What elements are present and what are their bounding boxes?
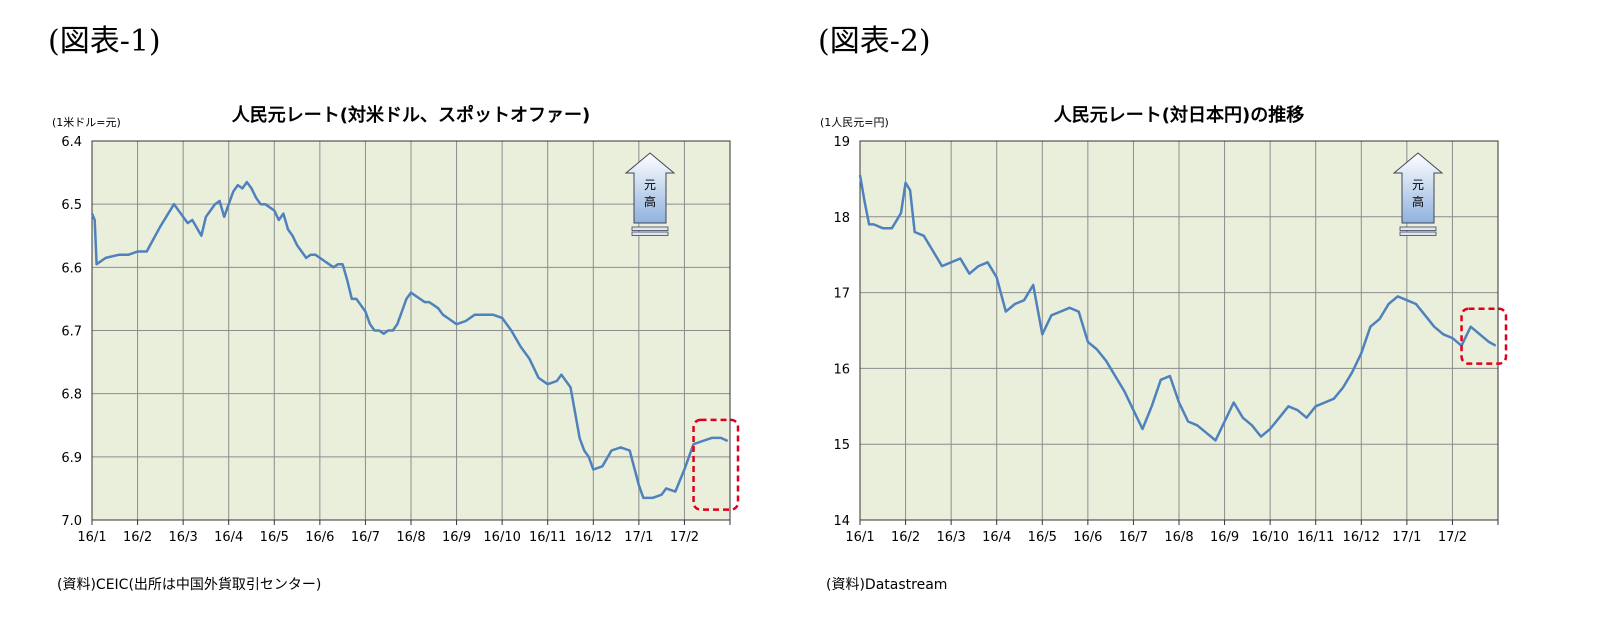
- y-unit-label: (1米ドル=元): [52, 116, 121, 129]
- x-tick-label: 17/2: [670, 530, 699, 545]
- arrow-label: 高: [1412, 194, 1424, 209]
- y-tick-label: 6.6: [61, 261, 82, 276]
- y-tick-label: 16: [833, 362, 850, 377]
- x-tick-label: 16/4: [214, 530, 243, 545]
- y-tick-label: 14: [833, 514, 850, 529]
- y-tick-label: 6.8: [61, 388, 82, 403]
- x-tick-label: 17/1: [624, 530, 653, 545]
- yuan-appreciation-arrow: 元高: [1392, 152, 1444, 236]
- y-tick-label: 17: [833, 287, 850, 302]
- yuan-appreciation-arrow: 元高: [624, 152, 676, 236]
- y-tick-label: 6.5: [61, 198, 82, 213]
- series-line: [858, 174, 1497, 442]
- arrow-label: 元: [644, 178, 656, 192]
- x-tick-label: 16/9: [1210, 530, 1239, 545]
- x-tick-label: 16/2: [891, 530, 920, 545]
- x-tick-label: 16/6: [1073, 530, 1102, 545]
- x-tick-label: 16/9: [442, 530, 471, 545]
- x-tick-label: 16/8: [396, 530, 425, 545]
- x-tick-label: 16/7: [1119, 530, 1148, 545]
- x-tick-label: 16/6: [305, 530, 334, 545]
- x-tick-label: 16/12: [575, 530, 612, 545]
- figure-1-label: (図表-1): [48, 24, 161, 59]
- chart-1: 人民元レート(対米ドル、スポットオファー) (1米ドル=元) 6.4 6.5 6.6 6.…: [52, 104, 740, 545]
- x-tick-label: 16/12: [1343, 530, 1380, 545]
- x-tick-label: 17/1: [1392, 530, 1421, 545]
- x-tick-label: 16/7: [351, 530, 380, 545]
- chart-title: 人民元レート(対日本円)の推移: [1054, 104, 1304, 126]
- figure-2-label: (図表-2): [818, 24, 931, 59]
- x-tick-label: 16/3: [937, 530, 966, 545]
- x-tick-label: 16/5: [1028, 530, 1057, 545]
- highlight-box: [692, 418, 740, 511]
- y-tick-label: 19: [833, 135, 850, 150]
- y-tick-label: 7.0: [61, 514, 82, 529]
- chart-title: 人民元レート(対米ドル、スポットオファー): [232, 104, 590, 126]
- x-tick-label: 16/5: [260, 530, 289, 545]
- x-tick-label: 16/4: [982, 530, 1011, 545]
- x-tick-label: 16/10: [483, 530, 520, 545]
- x-tick-label: 16/11: [529, 530, 566, 545]
- x-tick-label: 16/1: [845, 530, 874, 545]
- y-tick-label: 15: [833, 438, 850, 453]
- y-tick-label: 6.7: [61, 325, 82, 340]
- highlight-box: [1460, 307, 1508, 365]
- x-tick-label: 16/8: [1164, 530, 1193, 545]
- y-unit-label: (1人民元=円): [820, 116, 889, 129]
- figure-2-source: (資料)Datastream: [826, 577, 948, 593]
- figure-1-source: (資料)CEIC(出所は中国外貨取引センター): [57, 577, 322, 593]
- y-tick-label: 6.9: [61, 451, 82, 466]
- series-line: [90, 180, 729, 500]
- y-tick-label: 6.4: [61, 135, 82, 150]
- x-tick-label: 16/2: [123, 530, 152, 545]
- arrow-label: 高: [644, 194, 656, 209]
- x-tick-label: 16/1: [77, 530, 106, 545]
- arrow-label: 元: [1412, 178, 1424, 192]
- x-tick-label: 16/11: [1297, 530, 1334, 545]
- x-tick-label: 17/2: [1438, 530, 1467, 545]
- x-tick-label: 16/10: [1251, 530, 1288, 545]
- y-tick-label: 18: [833, 211, 850, 226]
- x-tick-label: 16/3: [169, 530, 198, 545]
